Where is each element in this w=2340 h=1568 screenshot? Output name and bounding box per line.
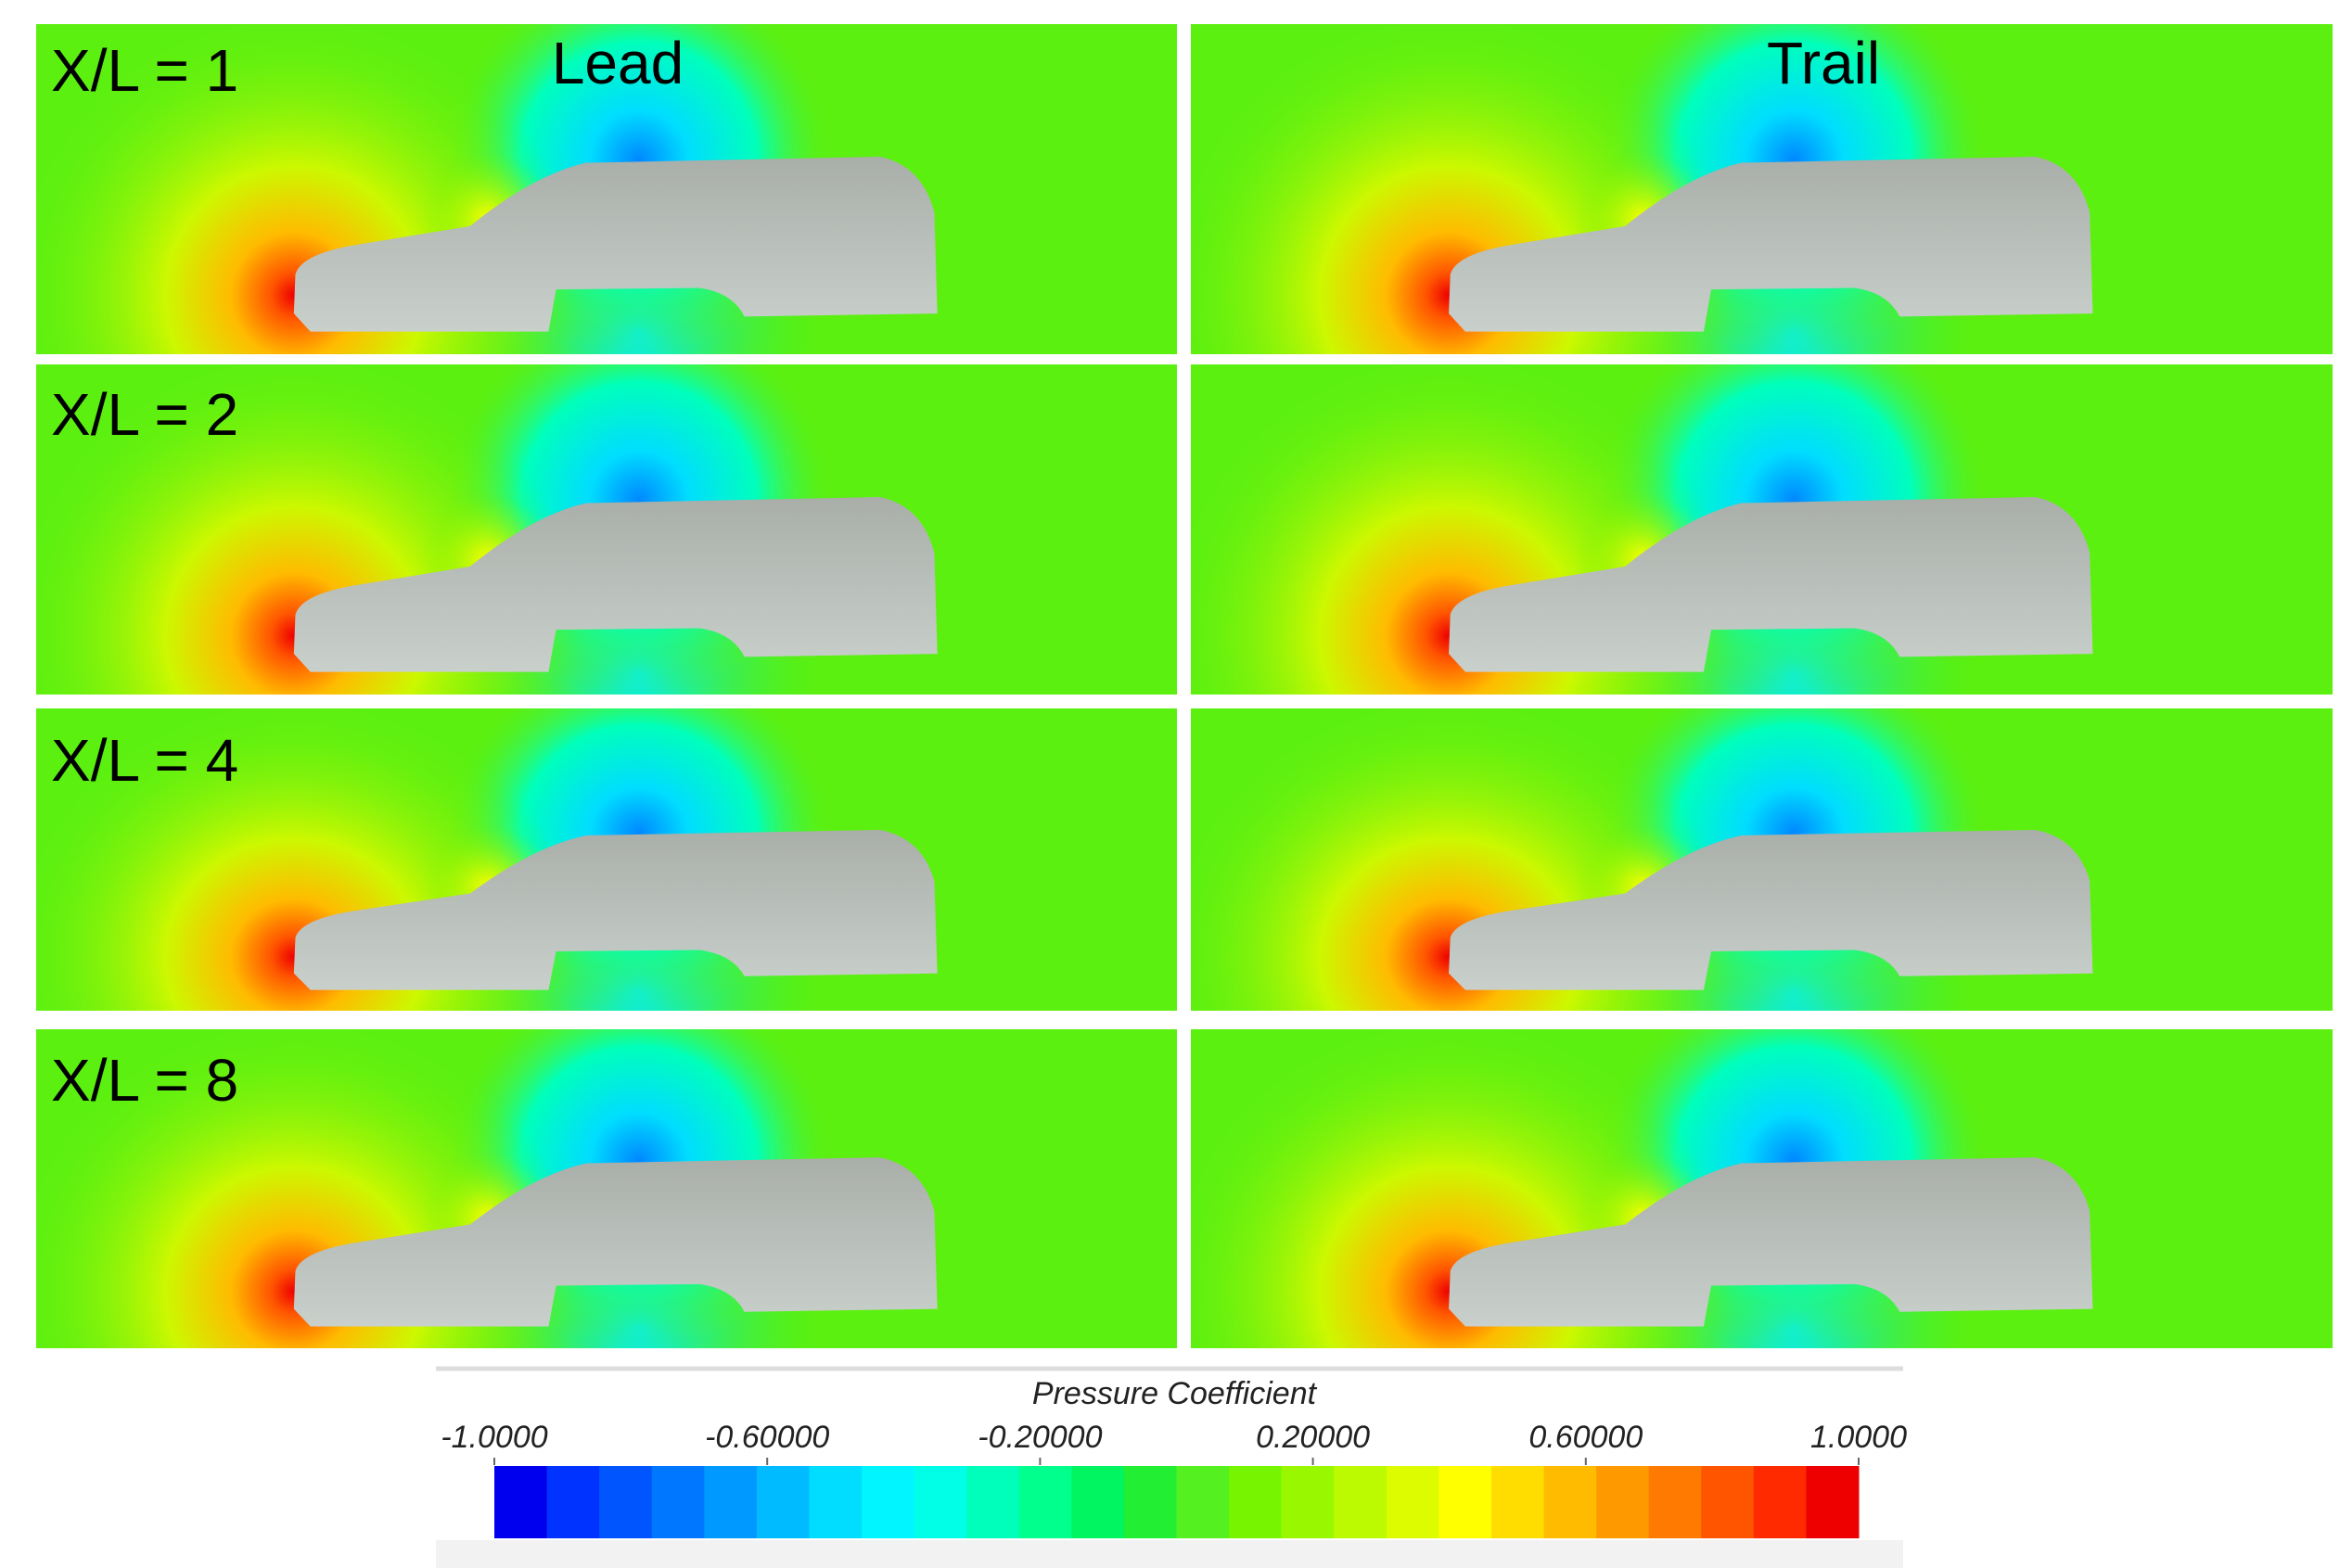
color-band [1490, 1466, 1545, 1538]
colorbar-tick-label: -0.60000 [705, 1420, 829, 1455]
panel-grid [36, 24, 2333, 1348]
color-band [651, 1466, 705, 1538]
color-band [966, 1466, 1020, 1538]
contour-image [1191, 24, 2333, 354]
color-band [599, 1466, 653, 1538]
color-band [1701, 1466, 1755, 1538]
contour-panel [1191, 708, 2333, 1011]
colorbar-tick-label: 0.20000 [1256, 1420, 1370, 1455]
color-band [1543, 1466, 1597, 1538]
color-band [1334, 1466, 1387, 1538]
contour-panel [1191, 1029, 2333, 1348]
contour-panel [1191, 364, 2333, 695]
color-band [1806, 1466, 1860, 1538]
color-band [914, 1466, 967, 1538]
color-band [1386, 1466, 1439, 1538]
contour-panel [1191, 24, 2333, 354]
color-band [1281, 1466, 1335, 1538]
colorbar-tick-label: 1.0000 [1810, 1420, 1907, 1455]
row-label: X/L = 8 [51, 1047, 238, 1114]
color-band [494, 1466, 548, 1538]
colorbar-tick-label: 0.60000 [1528, 1420, 1643, 1455]
color-band [862, 1466, 915, 1538]
color-band [1753, 1466, 1807, 1538]
color-band [1439, 1466, 1492, 1538]
row-label: X/L = 1 [51, 37, 238, 104]
color-band [1071, 1466, 1125, 1538]
column-header: Trail [1767, 30, 1880, 96]
row-label: X/L = 4 [51, 727, 238, 794]
colorbar-footer [436, 1540, 1903, 1568]
contour-image [1191, 1029, 2333, 1348]
color-band [1176, 1466, 1230, 1538]
color-band [546, 1466, 600, 1538]
color-band [1018, 1466, 1072, 1538]
contour-image [1191, 708, 2333, 1011]
column-header: Lead [552, 30, 684, 96]
colorbar-tick-label: -1.0000 [441, 1420, 547, 1455]
colorbar: -1.0000 -0.60000 -0.20000 0.20000 0.60000 1.0… [441, 1420, 1907, 1538]
colorbar-title: Pressure Coefficient [1032, 1376, 1318, 1411]
color-band [1648, 1466, 1702, 1538]
color-band [704, 1466, 758, 1538]
color-band [756, 1466, 810, 1538]
color-band [1229, 1466, 1283, 1538]
color-band [1123, 1466, 1177, 1538]
colorbar-tick-label: -0.20000 [978, 1420, 1102, 1455]
color-band [809, 1466, 863, 1538]
color-band [1596, 1466, 1650, 1538]
row-label: X/L = 2 [51, 381, 238, 448]
contour-image [1191, 364, 2333, 695]
